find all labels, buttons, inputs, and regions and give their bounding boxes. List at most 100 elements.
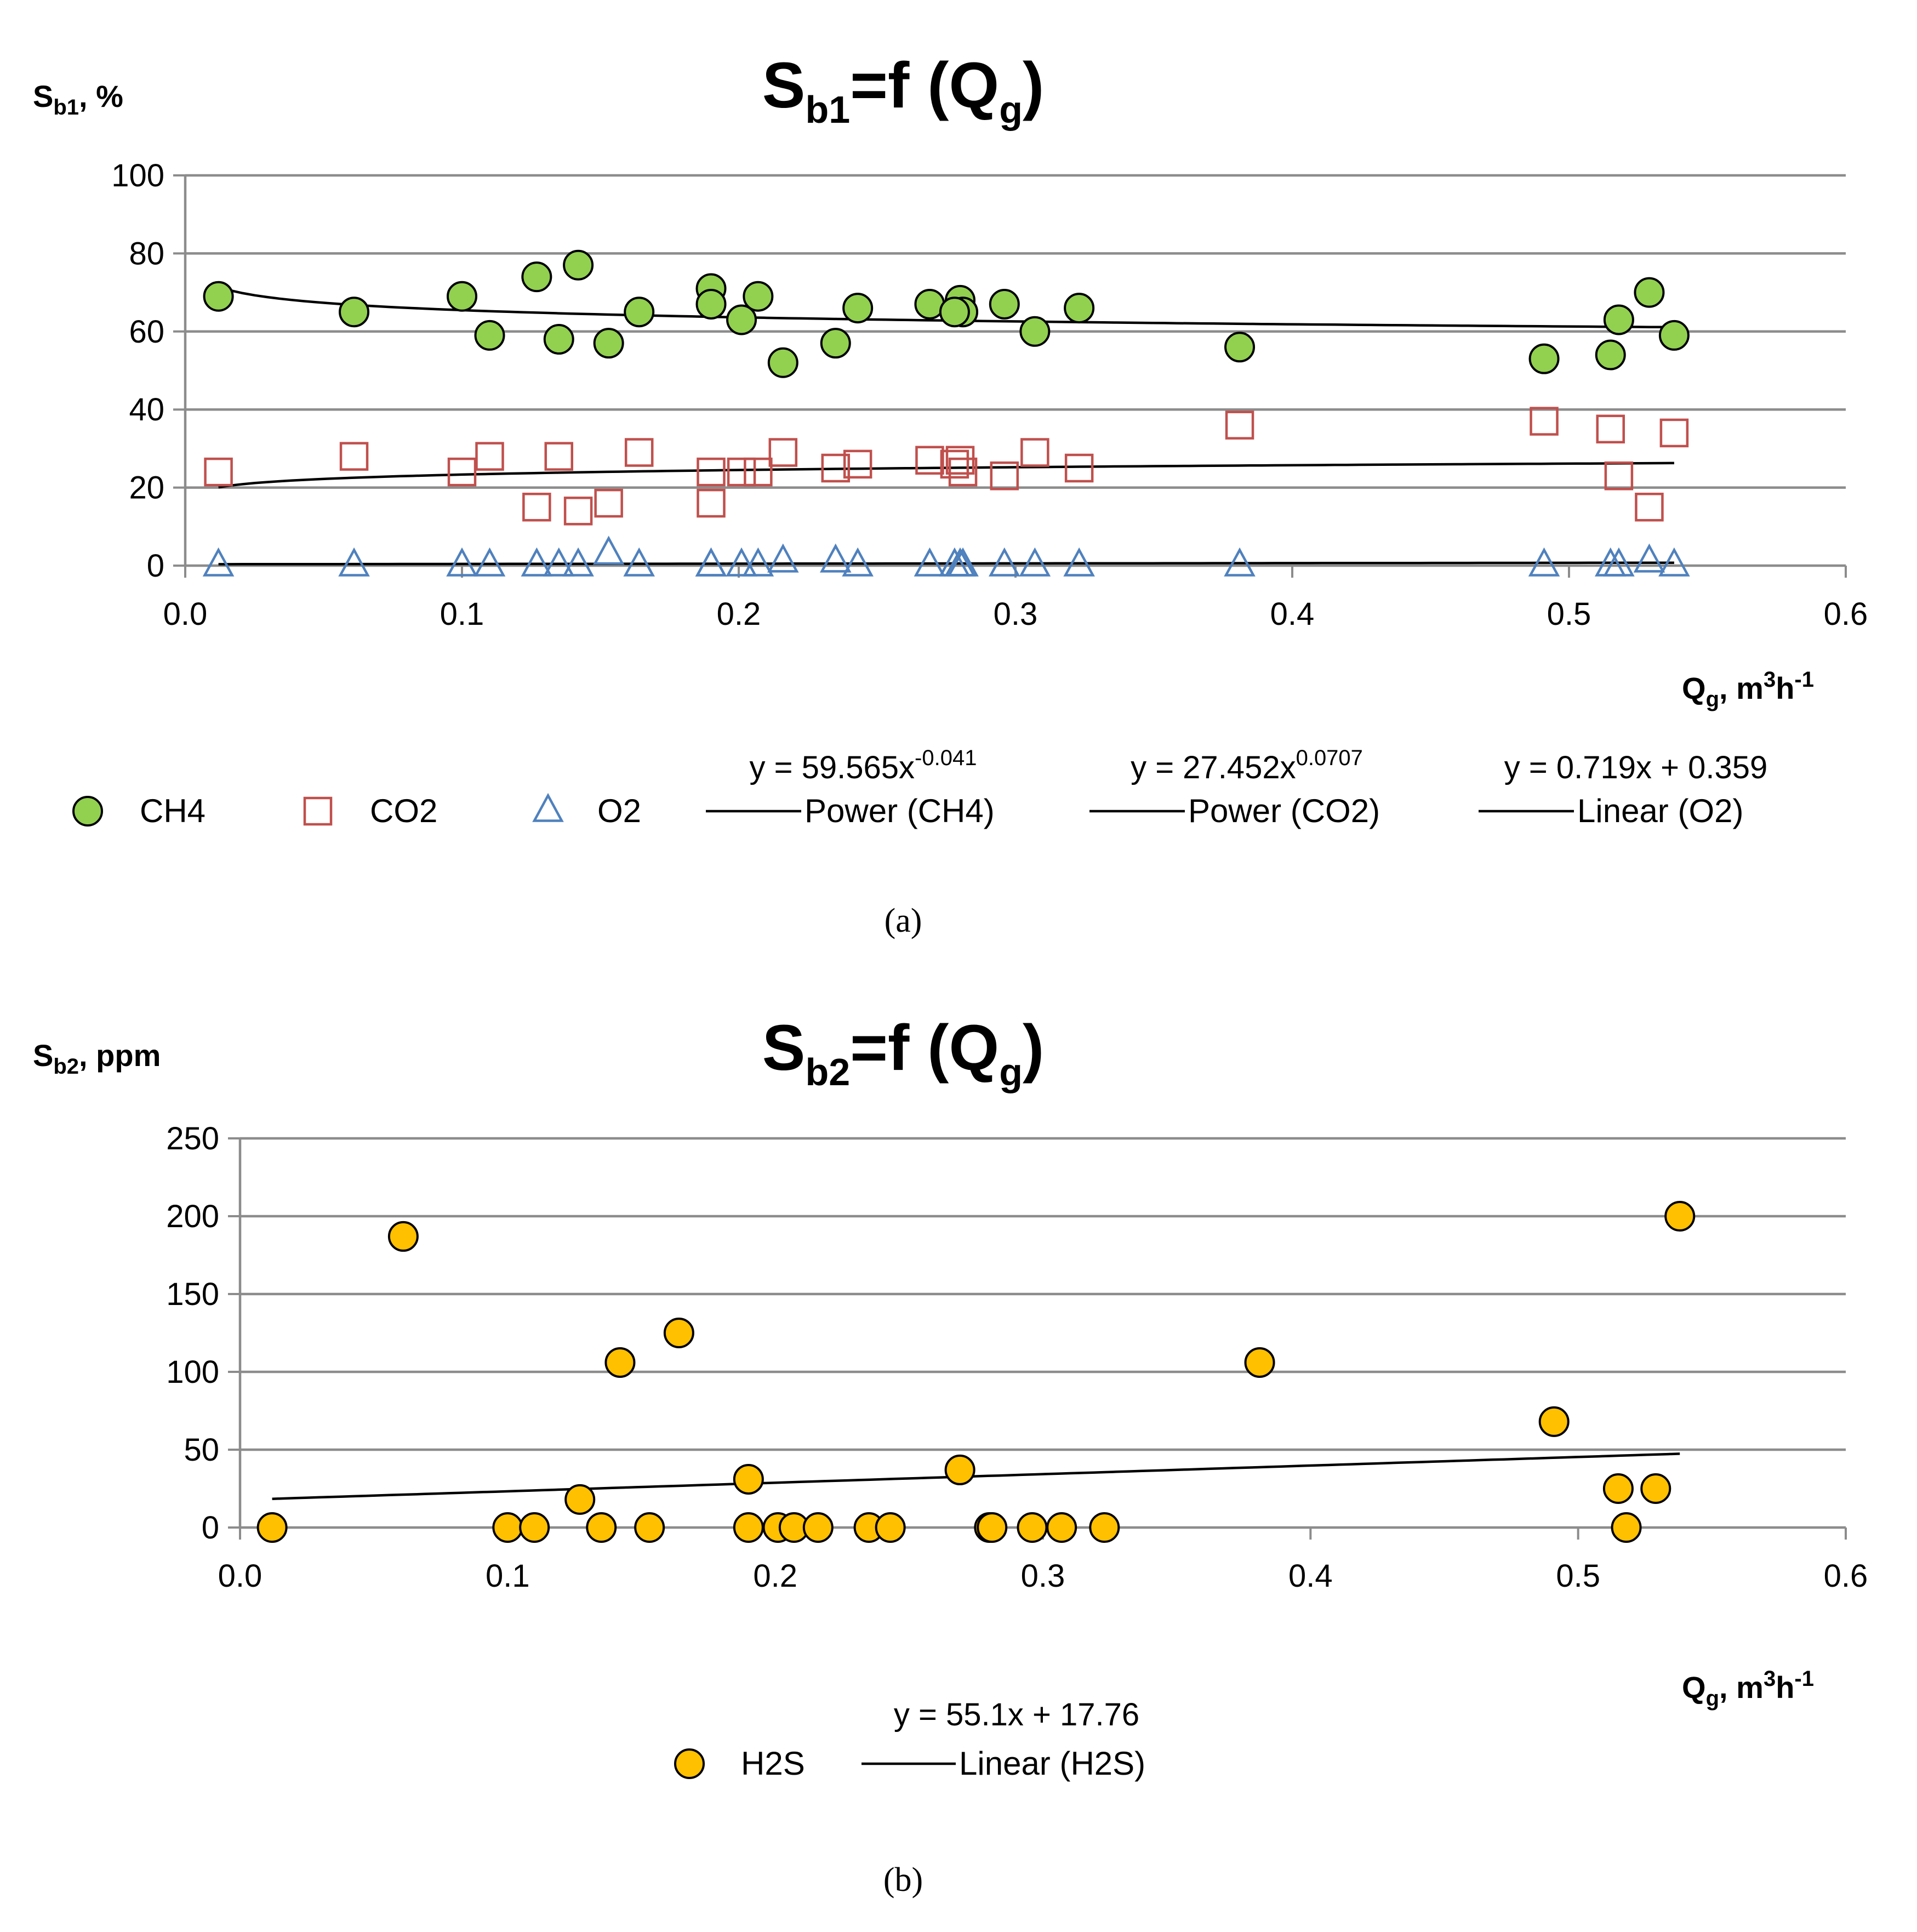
data-point-h2s [387, 1221, 419, 1252]
legend-label: CH4 [140, 793, 206, 829]
data-point-o2 [1528, 547, 1560, 577]
data-point-ch4 [521, 261, 552, 293]
data-point-co2 [727, 457, 756, 487]
x-tick-label: 0.5 [1556, 1558, 1600, 1594]
data-point-co2 [594, 488, 623, 518]
data-point-o2 [742, 547, 774, 577]
x-tick-label: 0.3 [1021, 1558, 1065, 1594]
data-point-ch4 [1658, 320, 1690, 351]
y-tick-label: 40 [129, 392, 164, 428]
data-point-ch4 [1603, 304, 1634, 335]
data-point-h2s [802, 1512, 834, 1543]
data-point-ch4 [695, 288, 727, 320]
data-point-co2 [948, 457, 978, 487]
y-tick-label: 250 [166, 1121, 219, 1156]
x-tick-label: 0.0 [218, 1558, 263, 1594]
x-tick-label: 0.1 [486, 1558, 530, 1594]
data-point-ch4 [1019, 316, 1051, 347]
data-point-o2 [1633, 543, 1665, 573]
y-tick-label: 0 [202, 1510, 219, 1546]
data-point-h2s [256, 1512, 288, 1543]
data-point-h2s [977, 1512, 1008, 1543]
data-point-o2 [695, 547, 727, 577]
data-point-o2 [473, 547, 506, 577]
data-point-ch4 [203, 281, 234, 312]
data-point-co2 [447, 457, 477, 487]
y-tick-label: 200 [166, 1199, 219, 1234]
data-point-co2 [940, 449, 969, 479]
legend-label: Power (CO2) [1188, 793, 1380, 829]
y-axis-label: Sb2, ppm [33, 1038, 161, 1079]
legend-marker [72, 796, 103, 827]
figure-caption: (b) [883, 1861, 923, 1899]
x-axis-label: Qg, m3h-1 [1682, 1667, 1814, 1711]
data-point-o2 [446, 547, 478, 577]
y-tick-label: 50 [184, 1432, 219, 1468]
data-point-o2 [1224, 547, 1256, 577]
data-point-co2 [843, 449, 872, 479]
figure-caption: (a) [885, 902, 922, 939]
data-point-h2s [733, 1463, 764, 1495]
data-point-ch4 [743, 281, 774, 312]
data-point-h2s [586, 1512, 617, 1543]
x-tick-label: 0.2 [717, 596, 761, 632]
x-tick-label: 0.5 [1547, 596, 1591, 632]
chart-title: Sb2=f (Qg) [762, 1012, 1045, 1093]
data-point-co2 [624, 438, 654, 467]
data-point-h2s [944, 1454, 975, 1485]
data-point-co2 [1604, 461, 1634, 491]
trendline [272, 1452, 1680, 1500]
data-point-h2s [634, 1512, 665, 1543]
data-point-o2 [623, 547, 655, 577]
data-point-o2 [1019, 547, 1051, 577]
trendline-equation: y = 0.719x + 0.359 [1504, 750, 1767, 785]
y-axis-label: Sb1, % [33, 79, 123, 119]
data-point-h2s [1602, 1473, 1634, 1504]
x-tick-label: 0.2 [753, 1558, 797, 1594]
data-point-co2 [744, 457, 773, 487]
data-point-ch4 [1595, 339, 1626, 371]
data-point-co2 [821, 453, 850, 483]
data-point-o2 [562, 547, 594, 577]
data-point-co2 [945, 446, 975, 475]
data-point-h2s [1664, 1201, 1696, 1232]
data-point-co2 [1020, 438, 1049, 467]
data-point-h2s [492, 1512, 523, 1543]
data-point-co2 [475, 442, 504, 471]
data-point-co2 [697, 488, 726, 518]
data-point-ch4 [1634, 277, 1665, 308]
data-point-h2s [1611, 1512, 1642, 1543]
data-point-o2 [1063, 547, 1095, 577]
data-point-o2 [1658, 547, 1690, 577]
y-tick-label: 150 [166, 1276, 219, 1312]
legend-label: Linear (O2) [1577, 793, 1743, 829]
data-point-h2s [1640, 1473, 1671, 1504]
data-point-co2 [204, 457, 233, 487]
data-point-ch4 [1528, 343, 1560, 374]
data-point-h2s [1046, 1512, 1077, 1543]
data-point-co2 [1225, 411, 1254, 440]
legend-label: Power (CH4) [805, 793, 995, 829]
trendline-equation: y = 27.452x0.0707 [1131, 746, 1363, 785]
data-point-ch4 [339, 297, 370, 328]
data-point-co2 [1064, 453, 1094, 483]
data-point-ch4 [447, 281, 477, 312]
data-point-ch4 [543, 324, 574, 355]
data-point-co2 [563, 497, 593, 526]
data-point-h2s [1089, 1512, 1120, 1543]
chart-a: Sb1=f (Qg) Sb1, % 0 20 40 60 80 100 0.0 0.1 0.2 0.3… [33, 49, 1868, 939]
data-point-o2 [989, 547, 1020, 577]
data-point-h2s [875, 1512, 906, 1543]
x-tick-label: 0.3 [994, 596, 1038, 632]
data-point-co2 [1596, 414, 1625, 444]
data-point-ch4 [726, 304, 757, 335]
data-point-h2s [1244, 1347, 1275, 1378]
x-axis-label: Qg, m3h-1 [1682, 668, 1814, 711]
data-point-o2 [726, 547, 757, 577]
data-point-h2s [1017, 1512, 1048, 1543]
data-point-o2 [914, 547, 946, 577]
legend-label: Linear (H2S) [959, 1745, 1145, 1782]
data-point-co2 [915, 446, 944, 475]
data-point-ch4 [989, 288, 1020, 320]
